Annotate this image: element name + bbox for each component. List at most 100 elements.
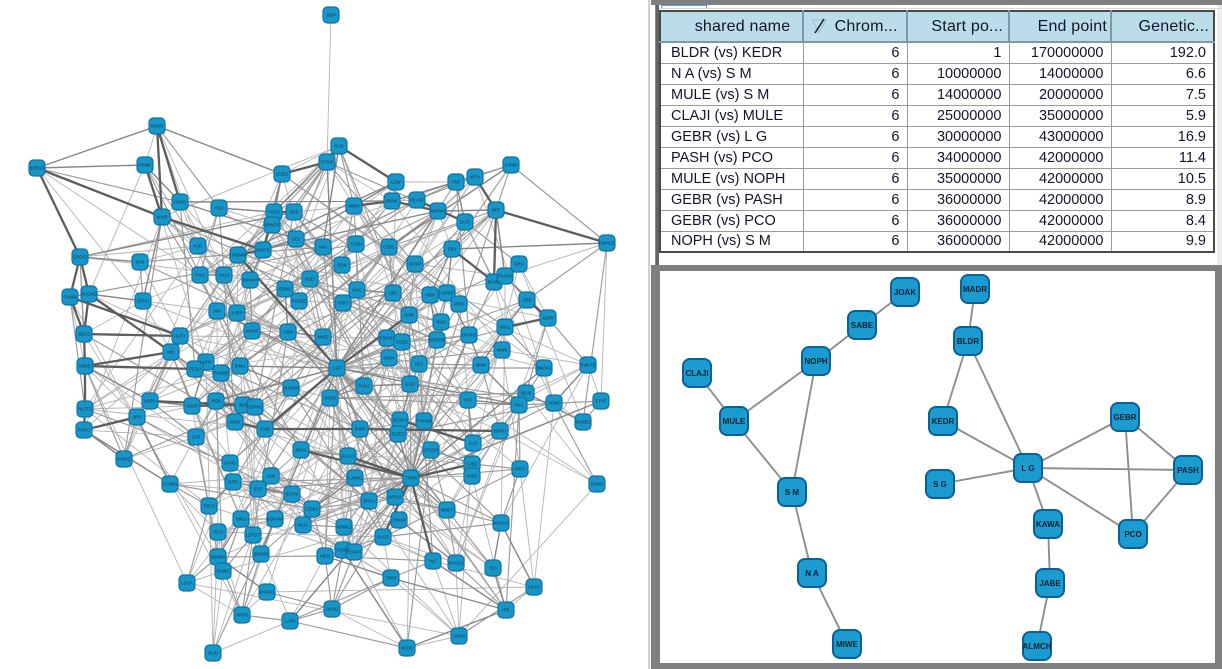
svg-text:SABE: SABE <box>851 321 874 330</box>
svg-text:KOKNW: KOKNW <box>267 517 283 522</box>
svg-text:LDTGT: LDTGT <box>246 533 260 538</box>
svg-text:HRRS: HRRS <box>236 613 248 618</box>
svg-text:KEDR: KEDR <box>932 417 955 426</box>
svg-text:HBRH: HBRH <box>348 204 360 209</box>
svg-text:NWKTD: NWKTD <box>580 363 595 368</box>
svg-text:HRFS: HRFS <box>514 467 526 472</box>
svg-text:JMOS: JMOS <box>324 396 336 401</box>
svg-text:MAUGO: MAUGO <box>493 521 510 526</box>
svg-text:SRG: SRG <box>132 415 141 420</box>
svg-text:THKMI: THKMI <box>392 518 405 523</box>
svg-text:GEBR: GEBR <box>1113 413 1136 422</box>
svg-text:LUHH: LUHH <box>200 360 211 365</box>
svg-text:PLSI: PLSI <box>334 144 343 149</box>
svg-text:UMUM: UMUM <box>452 634 466 639</box>
svg-text:TEMC: TEMC <box>548 401 560 406</box>
svg-text:N A: N A <box>805 569 819 578</box>
svg-text:UUK: UUK <box>267 474 276 479</box>
svg-text:NSREM: NSREM <box>429 338 445 343</box>
svg-text:LMOMM: LMOMM <box>230 253 247 258</box>
svg-text:ALMCH: ALMCH <box>1023 642 1052 651</box>
svg-text:LEJBJ: LEJBJ <box>276 172 288 177</box>
svg-text:GGD: GGD <box>405 382 415 387</box>
svg-text:GTP: GTP <box>192 435 201 440</box>
svg-text:BERGS: BERGS <box>30 166 45 171</box>
svg-text:KUU: KUU <box>437 320 446 325</box>
svg-text:DBNU: DBNU <box>279 287 291 292</box>
svg-text:S G: S G <box>933 480 947 489</box>
svg-text:SAOG: SAOG <box>377 535 389 540</box>
svg-text:SOJ: SOJ <box>292 237 300 242</box>
svg-text:HLF: HLF <box>429 559 437 564</box>
svg-text:COUPT: COUPT <box>347 550 362 555</box>
svg-text:LWM: LWM <box>283 330 293 335</box>
svg-text:BDNK: BDNK <box>386 199 398 204</box>
svg-text:PRMK: PRMK <box>139 163 151 168</box>
svg-text:IMH: IMH <box>213 309 221 314</box>
svg-text:MWFF: MWFF <box>441 508 454 513</box>
svg-text:MMM: MMM <box>476 363 487 368</box>
svg-text:WPPWG: WPPWG <box>430 209 447 214</box>
svg-text:SEW: SEW <box>337 263 347 268</box>
svg-text:BLDR: BLDR <box>957 337 979 346</box>
svg-text:SRNSB: SRNSB <box>254 552 269 557</box>
svg-text:IBCIS: IBCIS <box>521 391 532 396</box>
svg-text:RLCTD: RLCTD <box>78 407 92 412</box>
svg-text:OTHHJ: OTHHJ <box>462 333 476 338</box>
svg-text:EIJI: EIJI <box>254 487 261 492</box>
svg-text:HTKT: HTKT <box>338 301 349 306</box>
svg-text:CLAJI: CLAJI <box>685 369 708 378</box>
svg-text:WIUP: WIUP <box>157 215 168 220</box>
svg-text:JILR: JILR <box>239 403 248 408</box>
svg-text:HGC: HGC <box>352 288 361 293</box>
svg-text:BAJT: BAJT <box>460 220 471 225</box>
svg-text:PAASS: PAASS <box>498 274 512 279</box>
svg-text:LLO: LLO <box>469 441 478 446</box>
svg-text:KJO: KJO <box>194 244 203 249</box>
svg-text:BDNH: BDNH <box>494 429 506 434</box>
svg-text:THPSW: THPSW <box>416 419 431 424</box>
svg-text:JPCLI: JPCLI <box>363 499 374 504</box>
svg-text:BDOJ: BDOJ <box>78 332 89 337</box>
svg-text:RKCMD: RKCMD <box>81 292 96 297</box>
svg-text:KFO: KFO <box>136 260 145 265</box>
svg-text:IPWP: IPWP <box>355 427 366 432</box>
svg-text:BWAFC: BWAFC <box>537 366 552 371</box>
svg-text:EWHCE: EWHCE <box>599 241 615 246</box>
svg-text:FSWBR: FSWBR <box>213 371 228 376</box>
svg-text:EPKH: EPKH <box>137 299 148 304</box>
svg-text:FNF: FNF <box>452 180 461 185</box>
svg-text:SNSMH: SNSMH <box>242 278 257 283</box>
svg-text:HUGMH: HUGMH <box>283 386 299 391</box>
svg-text:IPR: IPR <box>503 608 510 613</box>
svg-text:PASH: PASH <box>1177 466 1199 475</box>
svg-text:KNBT: KNBT <box>229 420 241 425</box>
svg-text:LDCA: LDCA <box>181 581 192 586</box>
svg-text:CSBC: CSBC <box>383 245 395 250</box>
svg-text:S M: S M <box>785 488 800 497</box>
svg-text:EAIS: EAIS <box>260 427 270 432</box>
svg-text:CJBD: CJBD <box>467 462 478 467</box>
svg-text:EROIG: EROIG <box>73 255 87 260</box>
svg-text:MPF: MPF <box>492 208 501 213</box>
svg-text:BJNFE: BJNFE <box>256 248 269 253</box>
svg-text:TWW: TWW <box>386 576 397 581</box>
svg-text:OSKS: OSKS <box>174 200 186 205</box>
svg-text:KSNO: KSNO <box>591 482 604 487</box>
svg-text:ODPKG: ODPKG <box>247 405 262 410</box>
svg-text:OLMO: OLMO <box>326 607 339 612</box>
svg-text:DFSM: DFSM <box>409 262 421 267</box>
svg-text:OLEI: OLEI <box>305 277 315 282</box>
svg-text:OLC: OLC <box>415 362 424 367</box>
svg-text:IWL: IWL <box>167 350 175 355</box>
svg-text:JEGKH: JEGKH <box>393 418 407 423</box>
svg-text:TDS: TDS <box>489 566 498 571</box>
svg-text:MRJD: MRJD <box>79 364 91 369</box>
svg-text:DRE: DRE <box>523 298 532 303</box>
svg-text:KAWIO: KAWIO <box>117 457 132 462</box>
svg-text:ERNOT: ERNOT <box>265 223 280 228</box>
svg-text:HUCR: HUCR <box>186 404 198 409</box>
svg-text:FSPHH: FSPHH <box>380 336 394 341</box>
svg-text:ECFNI: ECFNI <box>286 492 299 497</box>
svg-text:TRFM: TRFM <box>405 476 417 481</box>
